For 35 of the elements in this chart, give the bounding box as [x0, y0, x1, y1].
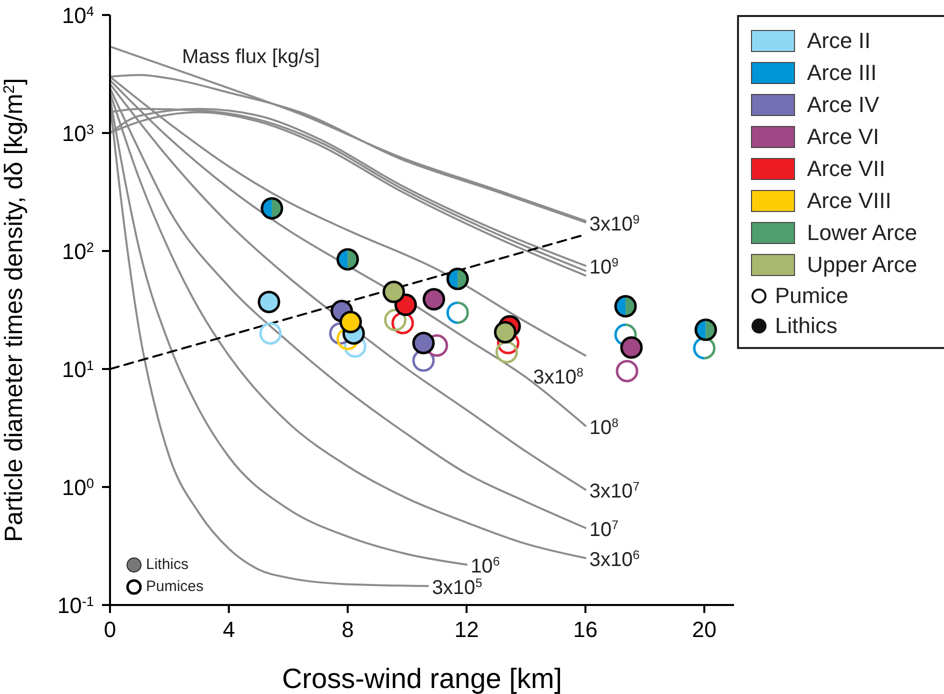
annotation: Mass flux [kg/s]	[182, 46, 320, 69]
legend-label: Arce II	[807, 28, 871, 54]
y-tick-label: 10$^{4}$	[62, 3, 94, 28]
series-label: 3x10$^{5}$	[432, 576, 482, 599]
legend-label: Arce VIII	[807, 188, 892, 214]
legend-label: Arce III	[807, 60, 877, 86]
annotation: Lithics	[146, 555, 189, 575]
series-label: 10$^{7}$	[589, 518, 619, 541]
series-label: 3x10$^{7}$	[589, 480, 640, 503]
text: Lithics	[775, 313, 838, 339]
x-tick-label: 4	[222, 617, 235, 642]
x-tick-label: 20	[692, 617, 717, 642]
series-label: 10$^{6}$	[470, 554, 500, 578]
legend-label: Lower Arce	[807, 220, 918, 246]
legend-label: Arce VII	[807, 156, 886, 182]
y-tick-label: 10$^{0}$	[62, 475, 94, 500]
legend-label: Arce IV	[807, 92, 880, 118]
x-axis-title: Cross-wind range [km]	[282, 663, 562, 694]
annotation: Pumices	[146, 577, 204, 597]
y-tick-label: 10$^{-1}$	[57, 593, 94, 618]
series-label: 3x10$^{9}$	[589, 212, 640, 236]
legend-label: Arce VI	[807, 124, 880, 150]
series-label: 3x10$^{6}$	[589, 548, 640, 572]
text: Pumice	[775, 283, 848, 309]
series-label: 10$^{8}$	[589, 416, 619, 439]
legend-label: Upper Arce	[807, 252, 918, 278]
series-label: 3x10$^{8}$	[533, 366, 584, 389]
x-tick-label: 12	[454, 617, 479, 642]
y-tick-label: 10$^{1}$	[62, 357, 94, 382]
x-tick-label: 8	[342, 617, 354, 642]
series-label: 10$^{9}$	[589, 256, 619, 279]
x-tick-label: 16	[573, 617, 598, 642]
y-tick-label: 10$^{3}$	[62, 121, 94, 146]
x-tick-label: 0	[104, 617, 116, 642]
y-tick-label: 10$^{2}$	[62, 239, 94, 264]
